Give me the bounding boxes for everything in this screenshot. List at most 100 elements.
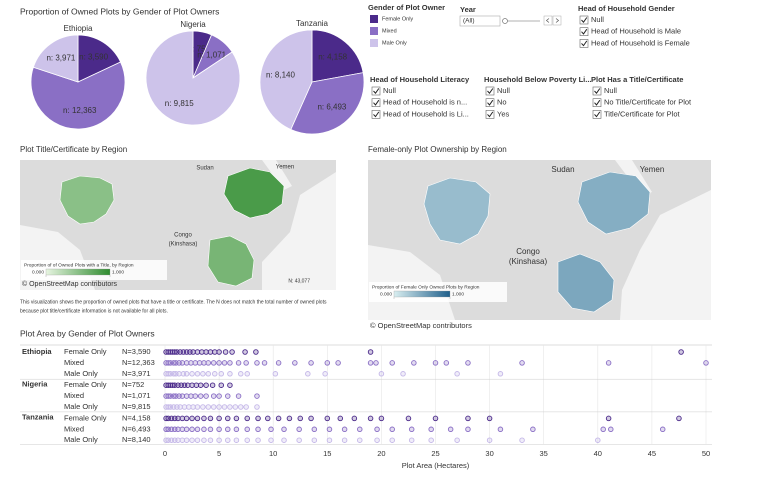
filter-title: Head of Household Literacy [370,75,470,84]
n-label: N=4,158 [122,413,151,422]
point [201,437,207,443]
pie-slice [259,29,313,131]
checkbox[interactable] [579,27,589,37]
checkbox-label: Null [383,86,396,95]
point [405,415,412,422]
point [378,371,385,377]
point [337,415,344,422]
checkbox[interactable] [592,98,602,107]
pie-label: n: 8,140 [266,70,295,79]
point [486,415,493,422]
n-label: N=3,971 [122,369,151,378]
point [222,349,229,355]
checkbox[interactable] [371,86,381,96]
checkbox[interactable] [592,86,602,96]
checkbox-label: Null [497,86,510,95]
slider-thumb[interactable] [502,18,508,24]
point [244,371,250,377]
filter-title: Household Below Poverty Li... [484,75,592,84]
point [225,393,231,399]
group-label: Nigeria [22,380,48,389]
point [225,415,231,422]
point [497,426,504,433]
legend-tick-label: 0.000 [380,291,392,297]
pie-slice [77,34,122,83]
point [411,360,417,366]
row-label: Female Only [64,413,107,422]
checkbox[interactable] [485,86,495,96]
place-label: Congo [174,233,192,239]
check-mark [594,111,601,118]
point [225,437,231,443]
legend-swatch[interactable] [370,27,378,35]
pie-label: n: 752 [188,45,211,54]
row-label: Mixed [64,358,84,367]
point [200,371,206,377]
point [194,404,201,410]
point [367,360,374,366]
point [235,393,242,399]
pie-label: n: 4,158 [318,52,347,61]
point [205,360,212,366]
place-label: (Kinshasa) [509,257,548,266]
point [447,426,454,433]
point [341,426,348,433]
pie-label: n: 6,493 [317,102,346,111]
x-tick-label: 15 [323,449,331,458]
checkbox[interactable] [592,110,602,119]
point [183,437,190,443]
checkbox[interactable] [371,110,381,119]
legend-swatch[interactable] [370,39,378,47]
point [400,371,406,377]
checkbox-label: No [497,98,507,107]
point [428,426,434,433]
check-mark [594,88,601,94]
place-label: Sudan [551,165,574,174]
place-label: Congo [516,247,540,256]
filter-title: Year [460,5,476,14]
group-label: Ethiopia [22,347,52,356]
point [389,360,395,366]
point [305,371,311,377]
ocean [620,190,711,320]
point [357,437,363,443]
checkbox[interactable] [579,39,589,48]
red-sea [262,160,292,190]
x-tick-label: 30 [485,449,493,458]
n-label: N=1,071 [122,391,151,400]
point [326,426,333,433]
checkbox[interactable] [485,110,495,119]
point [486,437,493,443]
point [367,349,374,355]
row-label: Female Only [64,347,107,356]
point [281,426,287,433]
checkbox[interactable] [579,15,589,25]
prev-button[interactable] [543,15,553,26]
pie-title: Ethiopia [64,24,93,33]
point [465,360,471,366]
row-label: Male Only [64,402,98,411]
point [244,426,250,433]
point [225,426,231,433]
point [308,360,314,366]
year-dropdown[interactable] [459,15,501,27]
next-button[interactable] [552,15,562,26]
checkbox-label: No Title/Certificate for Plot [604,98,692,107]
filter-title: Plot Has a Title/Certificate [591,75,683,84]
point [233,415,240,422]
pie-slice [290,72,365,135]
check-mark [581,40,588,47]
point [374,437,380,443]
point [212,371,218,377]
checkbox-label: Head of Household is Male [591,27,681,36]
checkbox[interactable] [371,98,381,107]
point [189,371,195,377]
checkbox[interactable] [485,98,495,107]
legend-swatch[interactable] [370,15,378,23]
point [201,426,207,433]
point [200,404,206,410]
point [244,437,250,443]
attribution: © OpenStreetMap contributors [370,321,472,330]
x-tick-label: 10 [269,449,277,458]
point [373,360,379,366]
